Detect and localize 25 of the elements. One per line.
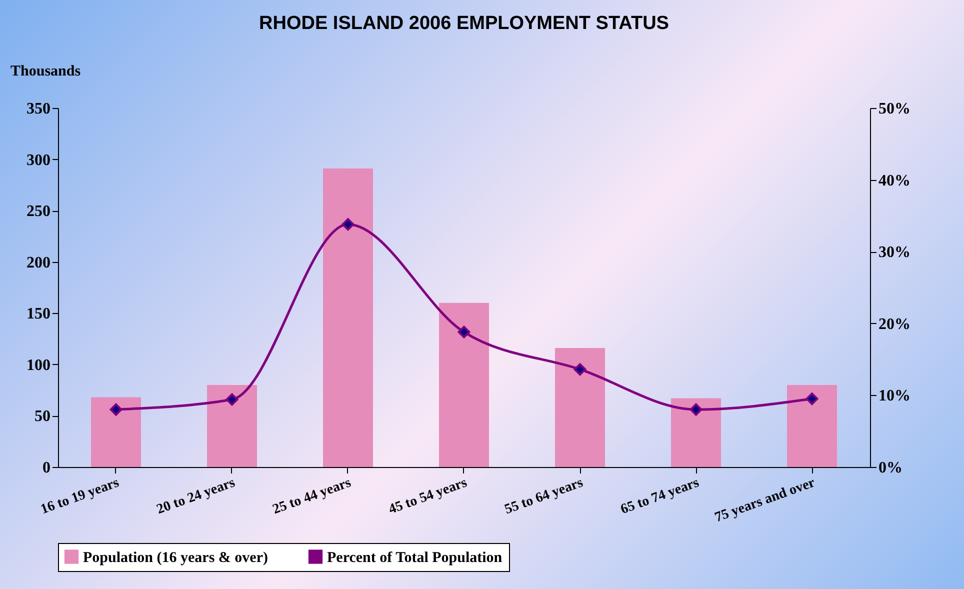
y-tick-label: 150 [26,306,50,323]
y2-tick-label: 20% [878,316,910,333]
y-tick-label: 50 [34,408,50,426]
x-tick-label: 25 to 44 years [270,475,354,518]
y-tick-label: 250 [26,203,50,220]
y-tick-label: 0 [42,460,50,476]
y-tick-label: 200 [26,254,50,272]
y2-tick-label: 10% [878,388,910,405]
x-tick-label: 75 years and over [712,476,818,526]
y-axis-title: Thousands [10,64,81,80]
y-tick-label: 100 [26,356,50,374]
legend-label: Population (16 years & over) [83,550,268,566]
y2-tick-label: 30% [878,244,910,262]
y-tick-label: 300 [26,152,50,169]
y2-tick-label: 50% [878,100,910,118]
chart-title: RHODE ISLAND 2006 EMPLOYMENT STATUS [259,13,669,34]
legend-label: Percent of Total Population [327,550,503,566]
x-tick-label: 20 to 24 years [154,475,238,518]
y2-tick-label: 0% [878,460,902,476]
x-tick-label: 65 to 74 years [618,475,702,518]
y-tick-label: 350 [26,100,50,118]
x-tick-label: 16 to 19 years [38,475,122,518]
x-tick-label: 55 to 64 years [502,475,586,518]
x-tick-label: 45 to 54 years [386,475,470,518]
y2-tick-label: 40% [878,172,910,190]
